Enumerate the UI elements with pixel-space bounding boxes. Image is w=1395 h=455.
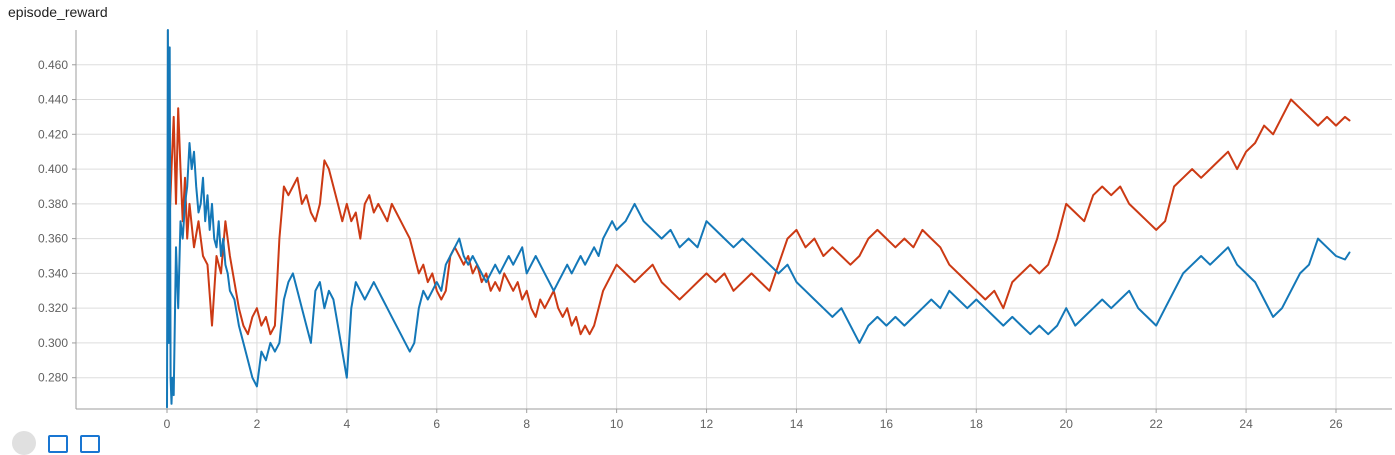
x-tick-label: 12 (700, 417, 714, 431)
x-tick-label: 6 (433, 417, 440, 431)
grid (76, 30, 1392, 409)
fit-domain-button[interactable] (80, 435, 100, 453)
x-tick-label: 22 (1149, 417, 1163, 431)
y-tick-label: 0.340 (38, 266, 68, 280)
series-line-1 (168, 98, 1351, 336)
x-tick-label: 18 (970, 417, 984, 431)
y-tick-label: 0.300 (38, 336, 68, 350)
y-tick-label: 0.320 (38, 301, 68, 315)
x-tick-label: 4 (344, 417, 351, 431)
x-tick-label: 8 (523, 417, 530, 431)
axes (72, 30, 1392, 413)
series-line-2 (166, 29, 1351, 409)
x-tick-label: 0 (164, 417, 171, 431)
tick-labels: 0.280 0.300 0.320 0.340 0.360 0.380 0.400 0.420… (38, 58, 1343, 431)
x-tick-label: 16 (880, 417, 894, 431)
y-tick-label: 0.400 (38, 162, 68, 176)
x-tick-label: 20 (1060, 417, 1074, 431)
y-tick-label: 0.280 (38, 371, 68, 385)
expand-chart-button[interactable] (12, 431, 36, 455)
toggle-log-scale-button[interactable] (48, 435, 68, 453)
y-tick-label: 0.460 (38, 58, 68, 72)
x-tick-label: 26 (1329, 417, 1343, 431)
chart-title: episode_reward (8, 4, 108, 20)
x-tick-label: 10 (610, 417, 624, 431)
x-tick-label: 24 (1239, 417, 1253, 431)
x-tick-label: 14 (790, 417, 804, 431)
y-tick-label: 0.380 (38, 197, 68, 211)
series-group (166, 29, 1351, 409)
line-chart: 0.280 0.300 0.320 0.340 0.360 0.380 0.400 0.420… (38, 29, 1392, 431)
x-tick-label: 2 (254, 417, 261, 431)
y-tick-label: 0.360 (38, 232, 68, 246)
y-tick-label: 0.420 (38, 127, 68, 141)
y-tick-label: 0.440 (38, 93, 68, 107)
